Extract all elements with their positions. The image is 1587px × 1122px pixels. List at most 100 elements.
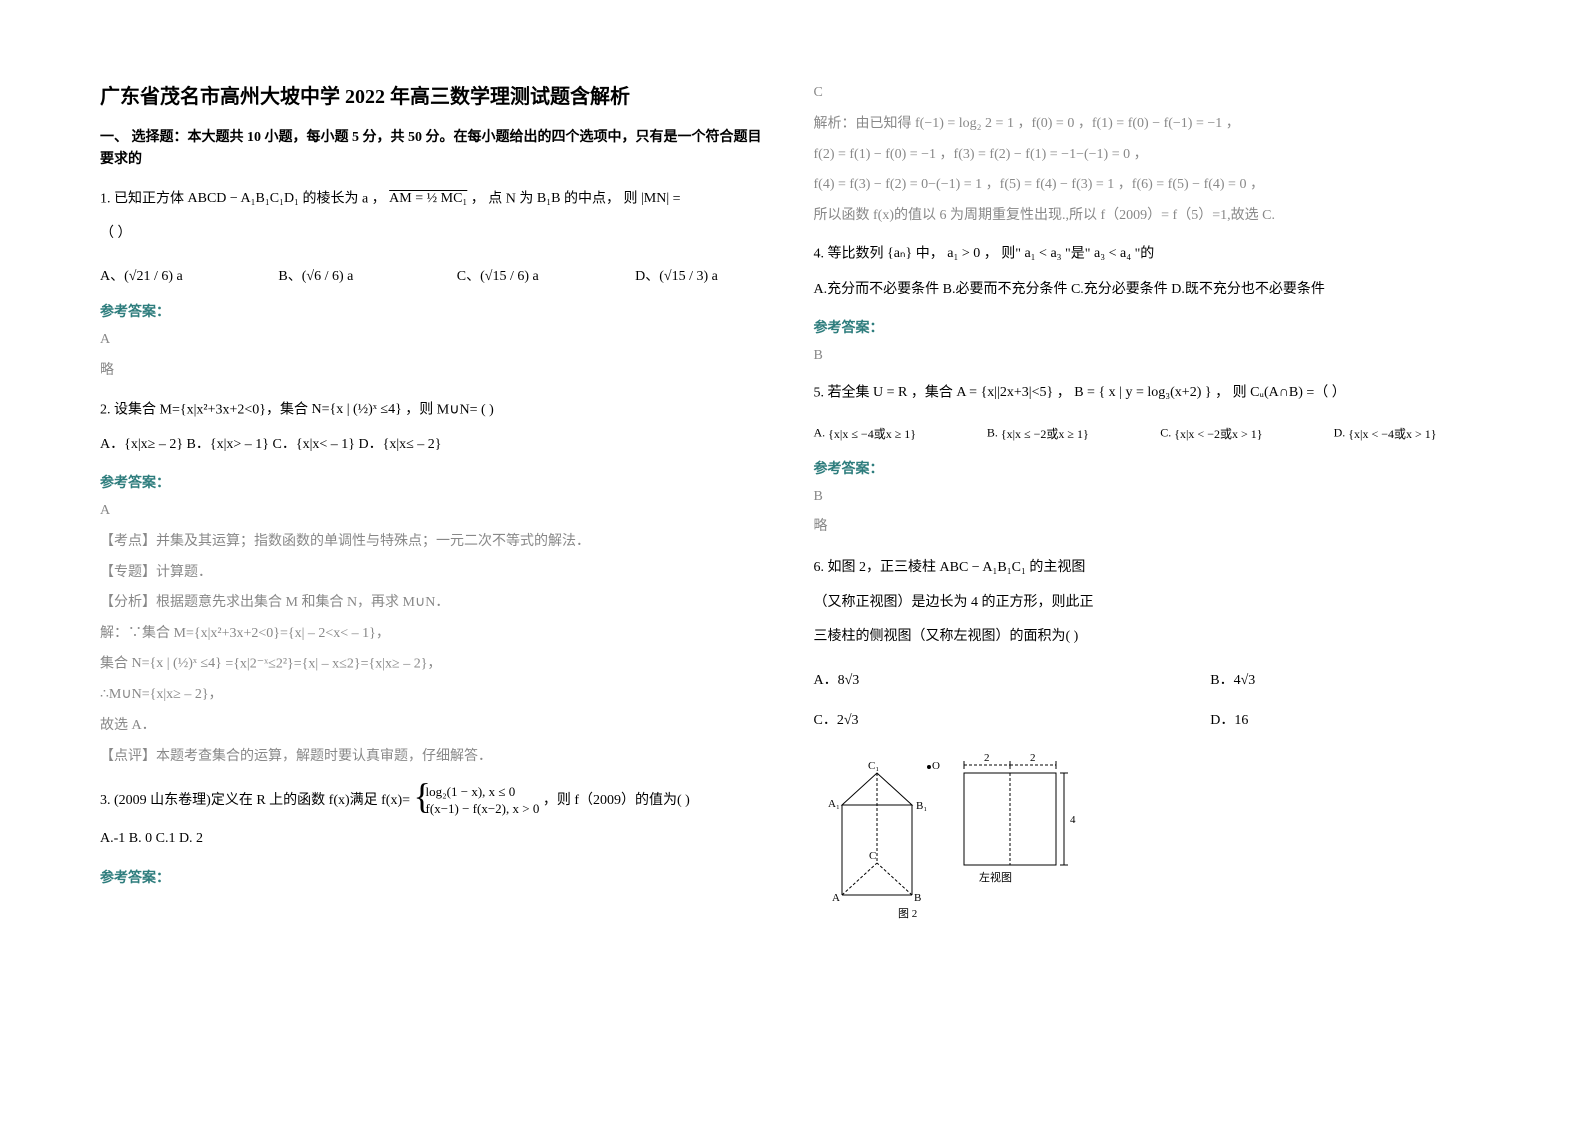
q1-text: 1. 已知正方体 [100,191,184,206]
q3-sol3: f(4) = f(3) − f(2) = 0−(−1) = 1 ，f(5) = … [814,172,1488,199]
q2-answer: A [100,498,774,525]
q3-pw1: log₂(1 − x), x ≤ 0 [426,784,540,801]
node-B: B [914,892,921,904]
q5-aset: A = {x||2x+3|<5} [956,380,1053,407]
q3-stem: 3. (2009 山东卷理)定义在 R 上的函数 f(x)满足 f(x)= lo… [100,784,774,818]
q5-bset: B = { x | y = log₃(x+2) } [1074,380,1211,407]
q1-answer-label: 参考答案： [100,301,774,321]
node-A: A [832,892,840,904]
q4-a3a4: a₃ < a₄ [1094,241,1131,268]
q5-text: 5. 若全集 [814,385,874,400]
q1-text: 的棱长为 a ， [302,191,385,206]
q1-stem: 1. 已知正方体 ABCD − A₁B₁C₁D₁ 的棱长为 a ， AM = ½… [100,186,774,213]
q6-optC: C．2√3 [814,709,1091,729]
q4-a1gt0: a₁ > 0 [947,241,980,268]
node-C1: C₁ [868,760,879,772]
q4-stem: 4. 等比数列 {aₙ} 中， a₁ > 0 ， 则" a₁ < a₃ "是" … [814,241,1488,268]
q6-line1: 6. 如图 2，正三棱柱 ABC − A₁B₁C₁ 的主视图 [814,555,1488,582]
q5-answer: B [814,484,1488,511]
q5-text: =（ ） [1306,385,1345,400]
q1-text: 的中点， 则 [564,191,641,206]
q3-sol4: 所以函数 f(x)的值以 6 为周期重复性出现.,所以 f（2009）= f（5… [814,203,1488,230]
fig-label1: 左视图 [979,870,1012,884]
q1-blank: （ ） [100,221,774,248]
q1-am-eq: AM = ½ MC₁ [389,186,467,213]
q4-text: 4. 等比数列 [814,247,888,262]
q6-diagram: A B C A₁ B₁ C₁ O 2 2 4 左视图 图 2 [814,745,1094,925]
q1-mn: |MN| [641,186,669,213]
q4-a1a3: a₁ < a₃ [1024,241,1061,268]
node-B1: B₁ [916,800,927,812]
left-column: 广东省茂名市高州大坡中学 2022 年高三数学理测试题含解析 一、 选择题：本大… [100,80,774,1102]
q3-sol1: f(−1) = log₂ 2 = 1 ，f(0) = 0 ，f(1) = f(0… [915,111,1240,138]
q5-answer-label: 参考答案： [814,458,1488,478]
q1-answer: A [100,327,774,354]
q4-an: {aₙ} [887,241,912,268]
q1-optC: C、(√15 / 6) a [457,265,595,285]
q2-text: 2. 设集合 M={x|x²+3x+2<0}，集合 [100,402,311,417]
q2-sol7: 故选 A． [100,713,774,740]
page-title: 广东省茂名市高州大坡中学 2022 年高三数学理测试题含解析 [100,80,774,109]
q5-text: ， 则 [1215,385,1250,400]
q5-options: A. {x|x ≤ −4或x ≥ 1} B. {x|x ≤ −2或x ≥ 1} … [814,425,1488,442]
q2-sol3: 【分析】根据题意先求出集合 M 和集合 N，再求 M∪N． [100,590,774,617]
q2-sol4: 解：∵集合 M={x|x²+3x+2<0}={x| – 2<x< – 1}， [100,621,774,648]
q3-sol2: f(2) = f(1) − f(0) = −1 ，f(3) = f(2) − f… [814,142,1488,169]
q5-optB: B. {x|x ≤ −2或x ≥ 1} [987,425,1140,442]
q5-text: ， [1057,385,1071,400]
q2-sol8: 【点评】本题考查集合的运算，解题时要认真审题，仔细解答． [100,744,774,771]
q2-stem: 2. 设集合 M={x|x²+3x+2<0}，集合 N={x | (½)ˣ ≤4… [100,397,774,424]
q5-ur: U = R [873,380,907,407]
q4-answer: B [814,343,1488,370]
section-1-heading: 一、 选择题：本大题共 10 小题，每小题 5 分，共 50 分。在每小题给出的… [100,127,774,172]
q2-sol5-pre: 集合 [100,657,132,672]
q2-sol5-post: ={x|2⁻ˣ≤2²}={x| – x≤2}={x|x≥ – 2}， [225,657,441,672]
q1-optB: B、(√6 / 6) a [278,265,416,285]
q5-cu: Cᵤ(A∩B) [1250,380,1303,407]
q5-optD: D. {x|x < −4或x > 1} [1334,425,1487,442]
q4-text: "的 [1135,247,1155,262]
q5-text: ，集合 [911,385,957,400]
q5-optC: C. {x|x < −2或x > 1} [1160,425,1313,442]
q2-sol5-n: N={x | (½)ˣ ≤4} [132,651,222,678]
q1-note: 略 [100,358,774,385]
q2-sol2: 【专题】计算题． [100,560,774,587]
q6-options-row1: A．8√3 B．4√3 [814,669,1488,689]
fig-label2: 图 2 [898,907,917,920]
q6-options-row2: C．2√3 D．16 [814,709,1488,729]
q6-optA: A．8√3 [814,669,1091,689]
q6-optD: D．16 [1210,709,1487,729]
dim-right: 4 [1070,814,1076,826]
q6-line3: 三棱柱的侧视图（又称左视图）的面积为( ) [814,624,1488,651]
right-column: C 解析：由已知得 f(−1) = log₂ 2 = 1 ，f(0) = 0 ，… [814,80,1488,1102]
q1-text: = [673,191,681,206]
node-O: O [932,760,940,772]
q4-answer-label: 参考答案： [814,317,1488,337]
dim-top1: 2 [984,752,990,764]
q3-text: ，则 f（2009）的值为( ) [543,793,690,808]
node-C: C [869,850,876,862]
q4-text: "是" [1065,247,1090,262]
q2-text: ，则 M∪N= ( ) [405,402,494,417]
q5-stem: 5. 若全集 U = R ，集合 A = {x||2x+3|<5} ， B = … [814,380,1488,407]
q3-text: 3. (2009 山东卷理)定义在 R 上的函数 f(x)满足 f(x)= [100,793,414,808]
q1-b1b: B₁B [537,186,561,213]
q1-optD: D、(√15 / 3) a [635,265,773,285]
q5-optA: A. {x|x ≤ −4或x ≥ 1} [814,425,967,442]
q3-pw2: f(x−1) − f(x−2), x > 0 [426,801,540,818]
q6-optB: B．4√3 [1210,669,1487,689]
q6-line2: （又称正视图）是边长为 4 的正方形，则此正 [814,590,1488,617]
q3-sol-line1: 解析：由已知得 f(−1) = log₂ 2 = 1 ，f(0) = 0 ，f(… [814,111,1488,138]
q2-sol5: 集合 N={x | (½)ˣ ≤4} ={x|2⁻ˣ≤2²}={x| – x≤2… [100,651,774,678]
q4-text: ， 则" [984,247,1021,262]
q1-optA: A、(√21 / 6) a [100,265,238,285]
dim-top2: 2 [1030,752,1036,764]
q4-text: 中， [916,247,944,262]
q3-answer: C [814,80,1488,107]
q2-sol1: 【考点】并集及其运算；指数函数的单调性与特殊点；一元二次不等式的解法． [100,529,774,556]
node-A1: A₁ [828,798,840,810]
q2-options: A．{x|x≥ – 2} B．{x|x> – 1} C．{x|x< – 1} D… [100,432,774,459]
q1-text: ， 点 N 为 [471,191,537,206]
q2-sol6: ∴M∪N={x|x≥ – 2}， [100,682,774,709]
q5-note: 略 [814,514,1488,541]
